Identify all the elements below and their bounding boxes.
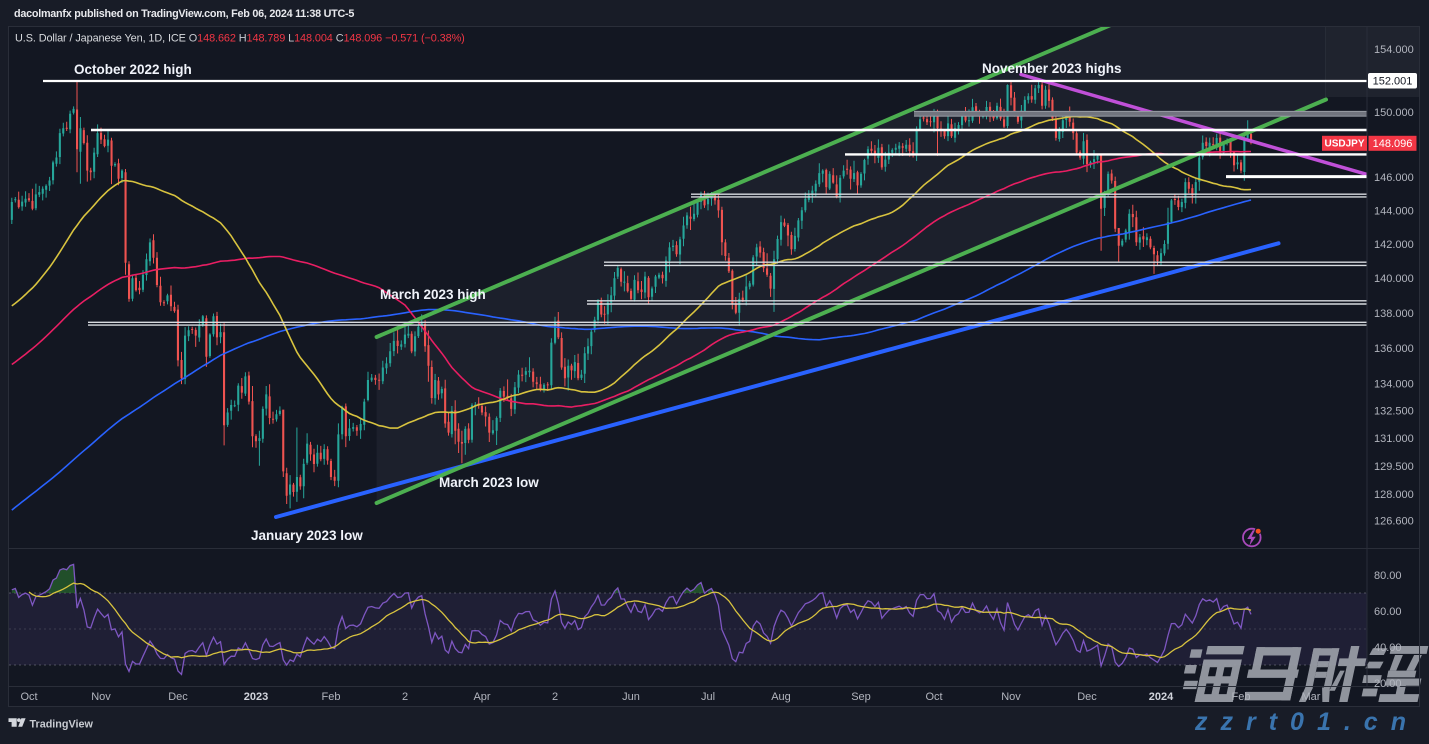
svg-text:60.00: 60.00 bbox=[1374, 606, 1402, 618]
svg-text:Dec: Dec bbox=[168, 691, 188, 703]
svg-text:October 2022 high: October 2022 high bbox=[74, 62, 192, 77]
svg-text:152.001: 152.001 bbox=[1373, 76, 1413, 88]
svg-text:126.600: 126.600 bbox=[1374, 515, 1414, 527]
svg-text:144.000: 144.000 bbox=[1374, 205, 1414, 217]
svg-text:146.000: 146.000 bbox=[1374, 172, 1414, 184]
svg-text:148.096: 148.096 bbox=[1373, 138, 1413, 150]
svg-text:TradingView: TradingView bbox=[30, 719, 94, 731]
svg-text:Aug: Aug bbox=[771, 691, 791, 703]
svg-text:129.500: 129.500 bbox=[1374, 461, 1414, 473]
svg-text:Apr: Apr bbox=[473, 691, 490, 703]
svg-text:150.000: 150.000 bbox=[1374, 107, 1414, 119]
svg-text:2: 2 bbox=[402, 691, 408, 703]
svg-text:dacolmanfx published on Tradin: dacolmanfx published on TradingView.com,… bbox=[14, 8, 354, 20]
svg-text:134.000: 134.000 bbox=[1374, 379, 1414, 391]
svg-text:40.00: 40.00 bbox=[1374, 642, 1402, 654]
svg-text:138.000: 138.000 bbox=[1374, 308, 1414, 320]
svg-text:Sep: Sep bbox=[851, 691, 871, 703]
svg-text:Feb: Feb bbox=[1232, 691, 1251, 703]
svg-text:142.000: 142.000 bbox=[1374, 239, 1414, 251]
svg-text:U.S. Dollar / Japanese Yen, 1D: U.S. Dollar / Japanese Yen, 1D, ICE O148… bbox=[15, 33, 465, 45]
svg-text:March 2023 high: March 2023 high bbox=[380, 287, 486, 302]
svg-text:November 2023 highs: November 2023 highs bbox=[982, 61, 1122, 76]
svg-text:132.500: 132.500 bbox=[1374, 406, 1414, 418]
svg-text:Jul: Jul bbox=[701, 691, 715, 703]
svg-text:128.000: 128.000 bbox=[1374, 489, 1414, 501]
svg-text:USDJPY: USDJPY bbox=[1324, 139, 1364, 150]
svg-text:Nov: Nov bbox=[1001, 691, 1021, 703]
svg-text:Mar: Mar bbox=[1302, 691, 1321, 703]
svg-text:154.000: 154.000 bbox=[1374, 44, 1414, 56]
svg-text:2: 2 bbox=[552, 691, 558, 703]
svg-text:136.000: 136.000 bbox=[1374, 343, 1414, 355]
svg-text:80.00: 80.00 bbox=[1374, 570, 1402, 582]
svg-text:zzrt01.cn: zzrt01.cn bbox=[1194, 708, 1419, 736]
svg-text:Nov: Nov bbox=[91, 691, 111, 703]
svg-text:Feb: Feb bbox=[322, 691, 341, 703]
svg-text:131.000: 131.000 bbox=[1374, 433, 1414, 445]
svg-text:Dec: Dec bbox=[1077, 691, 1097, 703]
svg-text:2023: 2023 bbox=[244, 691, 268, 703]
svg-text:March 2023 low: March 2023 low bbox=[439, 475, 539, 490]
svg-text:140.000: 140.000 bbox=[1374, 273, 1414, 285]
svg-text:Oct: Oct bbox=[925, 691, 942, 703]
svg-text:January 2023 low: January 2023 low bbox=[251, 528, 363, 543]
svg-text:Jun: Jun bbox=[622, 691, 640, 703]
svg-text:20.00: 20.00 bbox=[1374, 678, 1402, 690]
svg-text:2024: 2024 bbox=[1149, 691, 1174, 703]
svg-text:Oct: Oct bbox=[20, 691, 37, 703]
